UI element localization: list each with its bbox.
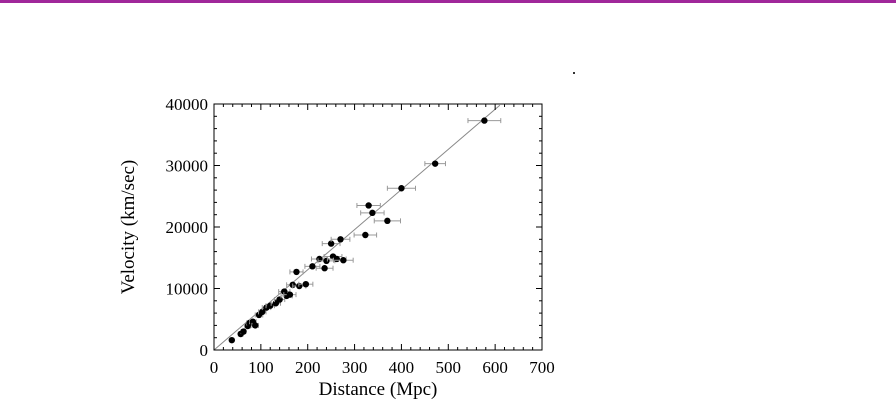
x-tick-label: 0 [210, 358, 219, 377]
y-tick-label: 10000 [166, 280, 209, 299]
x-tick-label: 300 [342, 358, 368, 377]
data-point [337, 236, 344, 243]
data-point [362, 231, 369, 239]
data-point [340, 257, 347, 264]
x-tick-label: 600 [482, 358, 508, 377]
y-tick-label: 0 [200, 341, 209, 360]
data-point [398, 185, 405, 192]
x-tick-label: 200 [295, 358, 321, 377]
data-point [259, 308, 266, 316]
data-point [293, 268, 300, 276]
data-point [252, 322, 259, 329]
data-point [327, 240, 335, 247]
data-point [365, 202, 372, 209]
data-point [333, 255, 340, 263]
data-point [267, 302, 274, 309]
y-axis-label: Velocity (km/sec) [118, 160, 139, 295]
data-point [240, 328, 247, 335]
x-tick-label: 500 [436, 358, 462, 377]
data-point [276, 296, 283, 303]
data-point [481, 117, 488, 124]
data-point [309, 263, 316, 270]
x-tick-label: 400 [389, 358, 415, 377]
data-point [302, 280, 310, 288]
data-point [369, 209, 376, 217]
x-tick-label: 700 [529, 358, 555, 377]
y-tick-label: 30000 [166, 157, 209, 176]
slide-header-rule [0, 0, 896, 3]
stray-dot [573, 72, 575, 74]
data-point [286, 291, 294, 298]
y-tick-label: 20000 [166, 218, 209, 237]
data-point [431, 160, 439, 167]
x-tick-label: 100 [248, 358, 274, 377]
data-point [228, 336, 236, 344]
x-axis-label: Distance (Mpc) [319, 379, 438, 400]
y-tick-label: 40000 [166, 95, 209, 114]
data-point [384, 217, 391, 225]
data-point [321, 265, 328, 272]
